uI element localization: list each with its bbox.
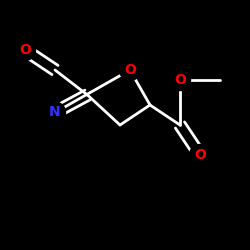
- Circle shape: [14, 40, 36, 60]
- Text: O: O: [124, 63, 136, 77]
- Circle shape: [120, 60, 141, 80]
- Text: O: O: [194, 148, 206, 162]
- Circle shape: [170, 70, 190, 90]
- Circle shape: [44, 102, 66, 123]
- Circle shape: [190, 144, 210, 166]
- Text: O: O: [19, 43, 31, 57]
- Text: O: O: [174, 73, 186, 87]
- Text: N: N: [49, 106, 61, 120]
